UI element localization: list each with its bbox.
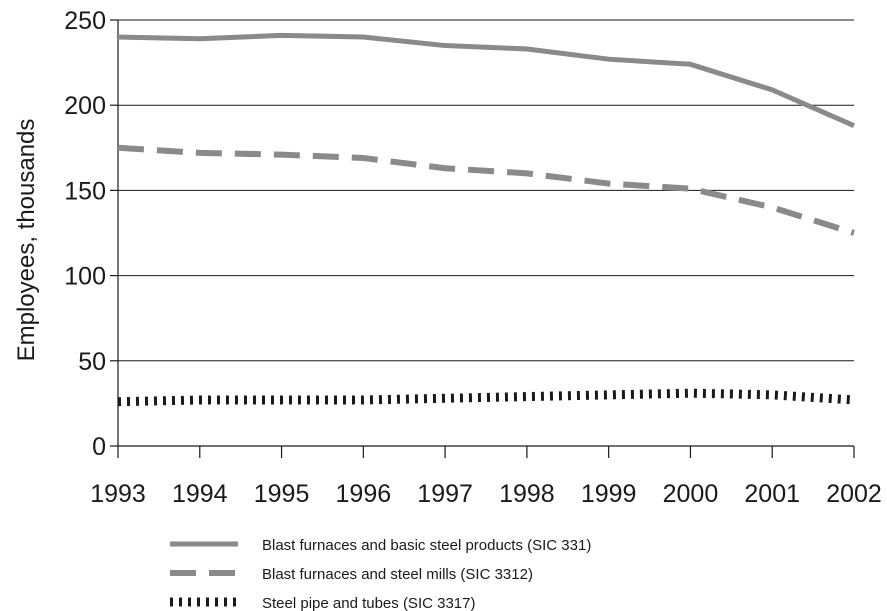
x-tick-label: 2002	[826, 480, 882, 508]
series-lines	[117, 32, 856, 407]
x-tick-label: 1995	[254, 480, 310, 508]
x-tick-label: 2001	[744, 480, 800, 508]
y-tick-label: 200	[64, 92, 106, 120]
legend-label: Blast furnaces and steel mills (SIC 3312…	[262, 566, 533, 583]
x-tick-label: 1994	[172, 480, 228, 508]
gridlines	[118, 19, 854, 362]
y-tick-label: 250	[64, 7, 106, 35]
x-tick-label: 1993	[90, 480, 146, 508]
y-tick-label: 0	[92, 433, 106, 461]
x-tick-label: 1998	[499, 480, 555, 508]
legend: Blast furnaces and basic steel products …	[170, 537, 591, 611]
y-axis-title: Employees, thousands	[13, 119, 40, 362]
x-tick-label: 2000	[663, 480, 719, 508]
axes	[110, 19, 855, 458]
y-tick-label: 150	[64, 177, 106, 205]
dashed-series-line	[117, 144, 855, 236]
legend-label: Steel pipe and tubes (SIC 3317)	[262, 595, 475, 611]
x-tick-label: 1996	[336, 480, 392, 508]
solid-series-line	[117, 32, 856, 128]
dotted-series-line	[117, 388, 855, 407]
x-tick-label: 1997	[417, 480, 473, 508]
tick-labels: 0 50 100 150 200 250 1993 1994 1995 1996 1997 1998 1…	[64, 7, 882, 508]
x-tick-label: 1999	[581, 480, 637, 508]
y-tick-label: 100	[64, 263, 106, 291]
legend-label: Blast furnaces and basic steel products …	[262, 537, 591, 554]
y-tick-label: 50	[78, 348, 106, 376]
